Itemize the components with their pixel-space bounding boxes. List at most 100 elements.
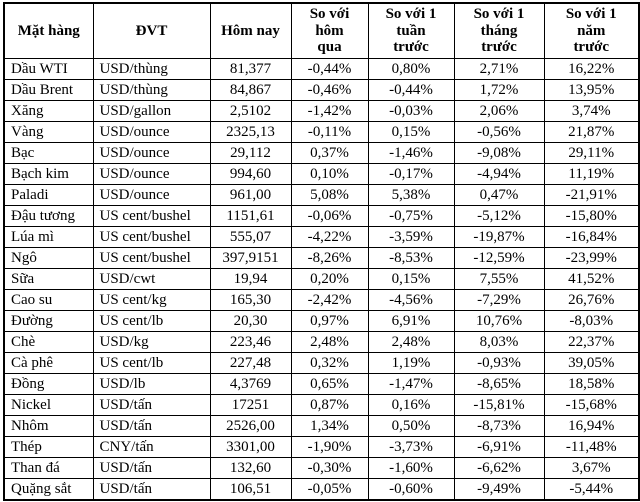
cell-vs-year: -23,99%: [543, 247, 640, 269]
cell-unit: US cent/lb: [92, 352, 211, 374]
cell-vs-month: -8,65%: [453, 373, 545, 395]
cell-vs-yesterday: -1,90%: [290, 436, 369, 458]
cell-unit: USD/thùng: [92, 58, 211, 80]
cell-vs-year: 16,94%: [543, 415, 640, 437]
cell-item: Sữa: [3, 268, 94, 290]
cell-vs-year: 11,19%: [543, 163, 640, 185]
cell-vs-week: -0,75%: [367, 205, 455, 227]
table-row: Than đá USD/tấn 132,60 -0,30% -1,60% -6,62% 3,…: [3, 457, 640, 479]
table-row: Đồng USD/lb 4,3769 0,65% -1,47% -8,65% 18,58%: [3, 373, 640, 395]
cell-item: Lúa mì: [3, 226, 94, 248]
cell-vs-month: -4,94%: [453, 163, 545, 185]
cell-today: 132,60: [209, 457, 292, 479]
cell-vs-yesterday: 0,32%: [290, 352, 369, 374]
cell-vs-month: -0,93%: [453, 352, 545, 374]
cell-vs-month: -6,91%: [453, 436, 545, 458]
cell-today: 2526,00: [209, 415, 292, 437]
cell-unit: USD/lb: [92, 373, 211, 395]
cell-unit: US cent/bushel: [92, 247, 211, 269]
table-row: Ngô US cent/bushel 397,9151 -8,26% -8,53% -12…: [3, 247, 640, 269]
cell-vs-yesterday: 0,87%: [290, 394, 369, 416]
cell-vs-week: 0,15%: [367, 268, 455, 290]
cell-vs-week: 1,19%: [367, 352, 455, 374]
header-vs-yesterday: So với hôm qua: [290, 2, 369, 59]
cell-unit: USD/gallon: [92, 100, 211, 122]
cell-vs-month: 1,72%: [453, 79, 545, 101]
header-vs-month: So với 1 tháng trước: [453, 2, 545, 59]
cell-vs-year: 3,74%: [543, 100, 640, 122]
cell-item: Cao su: [3, 289, 94, 311]
table-row: Bạc USD/ounce 29,112 0,37% -1,46% -9,08% 29,11…: [3, 142, 640, 164]
cell-vs-yesterday: -0,44%: [290, 58, 369, 80]
cell-vs-week: -4,56%: [367, 289, 455, 311]
cell-today: 961,00: [209, 184, 292, 206]
table-row: Đậu tương US cent/bushel 1151,61 -0,06% -0,7…: [3, 205, 640, 227]
cell-vs-year: 22,37%: [543, 331, 640, 353]
table-row: Thép CNY/tấn 3301,00 -1,90% -3,73% -6,91% -11,…: [3, 436, 640, 458]
cell-vs-year: -21,91%: [543, 184, 640, 206]
cell-vs-yesterday: 1,34%: [290, 415, 369, 437]
cell-vs-week: -0,60%: [367, 478, 455, 501]
cell-vs-week: -3,59%: [367, 226, 455, 248]
cell-unit: CNY/tấn: [92, 436, 211, 458]
cell-item: Xăng: [3, 100, 94, 122]
cell-vs-week: 0,50%: [367, 415, 455, 437]
cell-vs-year: 29,11%: [543, 142, 640, 164]
cell-vs-week: -8,53%: [367, 247, 455, 269]
cell-unit: US cent/bushel: [92, 226, 211, 248]
header-today: Hôm nay: [209, 2, 292, 59]
cell-item: Quặng sắt: [3, 478, 94, 501]
cell-unit: USD/ounce: [92, 142, 211, 164]
cell-unit: USD/ounce: [92, 163, 211, 185]
cell-today: 397,9151: [209, 247, 292, 269]
cell-vs-week: -0,17%: [367, 163, 455, 185]
cell-vs-month: -5,12%: [453, 205, 545, 227]
table-row: Nhôm USD/tấn 2526,00 1,34% 0,50% -8,73% 16,94%: [3, 415, 640, 437]
cell-item: Nickel: [3, 394, 94, 416]
commodity-price-table: Mặt hàng ĐVT Hôm nay So với hôm qua So v…: [3, 2, 640, 501]
cell-vs-yesterday: -0,30%: [290, 457, 369, 479]
cell-item: Thép: [3, 436, 94, 458]
cell-unit: USD/kg: [92, 331, 211, 353]
cell-today: 165,30: [209, 289, 292, 311]
cell-unit: USD/tấn: [92, 478, 211, 501]
cell-today: 2,5102: [209, 100, 292, 122]
cell-today: 1151,61: [209, 205, 292, 227]
cell-today: 555,07: [209, 226, 292, 248]
cell-vs-year: -8,03%: [543, 310, 640, 332]
cell-vs-month: 2,71%: [453, 58, 545, 80]
cell-unit: USD/tấn: [92, 415, 211, 437]
cell-vs-yesterday: 0,10%: [290, 163, 369, 185]
cell-unit: USD/ounce: [92, 184, 211, 206]
cell-vs-year: 13,95%: [543, 79, 640, 101]
header-row: Mặt hàng ĐVT Hôm nay So với hôm qua So v…: [3, 2, 640, 59]
cell-vs-month: 2,06%: [453, 100, 545, 122]
cell-vs-yesterday: 0,97%: [290, 310, 369, 332]
cell-vs-month: -6,62%: [453, 457, 545, 479]
cell-today: 17251: [209, 394, 292, 416]
header-unit: ĐVT: [92, 2, 211, 59]
cell-vs-year: -11,48%: [543, 436, 640, 458]
cell-today: 20,30: [209, 310, 292, 332]
cell-vs-month: -7,29%: [453, 289, 545, 311]
cell-vs-month: -15,81%: [453, 394, 545, 416]
cell-vs-week: 0,80%: [367, 58, 455, 80]
table-header: Mặt hàng ĐVT Hôm nay So với hôm qua So v…: [3, 2, 640, 59]
header-vs-week: So với 1 tuần trước: [367, 2, 455, 59]
cell-vs-week: 5,38%: [367, 184, 455, 206]
cell-today: 81,377: [209, 58, 292, 80]
cell-today: 994,60: [209, 163, 292, 185]
header-item: Mặt hàng: [3, 2, 94, 59]
cell-vs-week: 0,15%: [367, 121, 455, 143]
cell-vs-week: 0,16%: [367, 394, 455, 416]
cell-vs-week: 6,91%: [367, 310, 455, 332]
cell-unit: USD/tấn: [92, 394, 211, 416]
cell-today: 2325,13: [209, 121, 292, 143]
cell-unit: USD/thùng: [92, 79, 211, 101]
cell-item: Đậu tương: [3, 205, 94, 227]
cell-vs-yesterday: 2,48%: [290, 331, 369, 353]
cell-unit: USD/tấn: [92, 457, 211, 479]
cell-today: 227,48: [209, 352, 292, 374]
cell-vs-week: -1,46%: [367, 142, 455, 164]
